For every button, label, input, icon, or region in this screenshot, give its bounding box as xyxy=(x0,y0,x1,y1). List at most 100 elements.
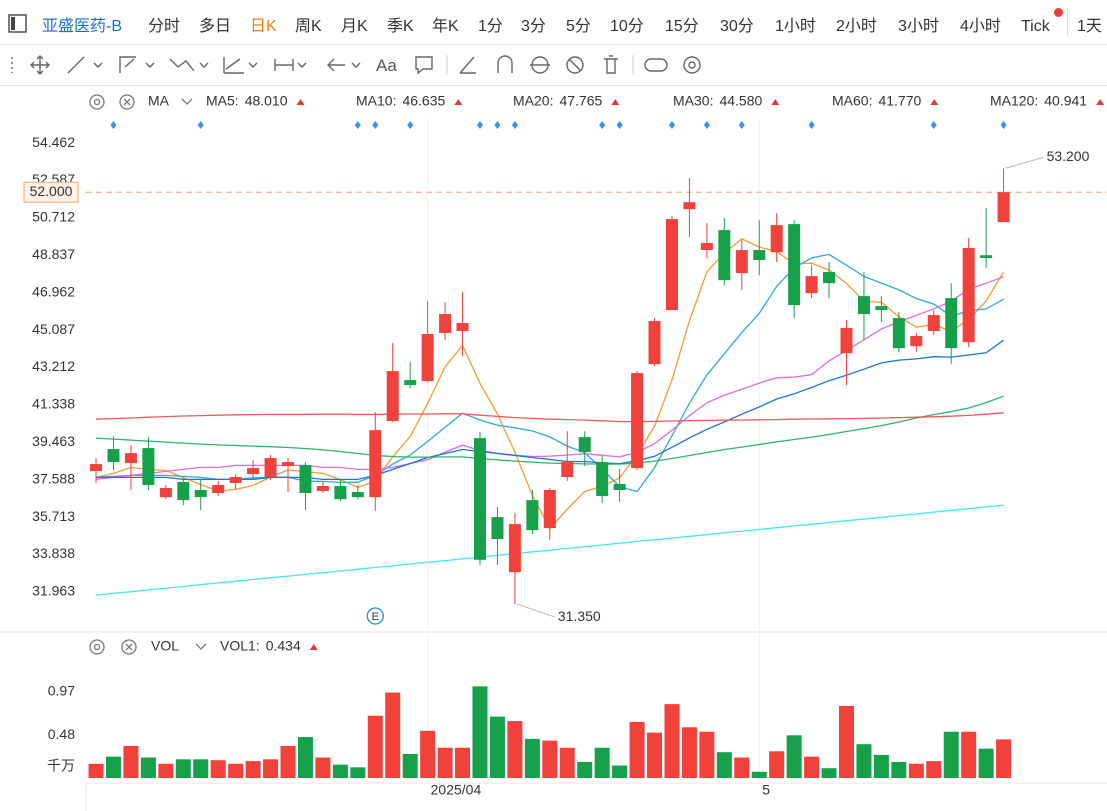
wave-tool[interactable] xyxy=(169,58,209,72)
signal-marker xyxy=(494,121,501,129)
settings-tool[interactable] xyxy=(683,56,701,74)
candle-body xyxy=(700,243,713,251)
layout-icon[interactable] xyxy=(8,14,28,34)
volume-bar xyxy=(751,771,767,778)
signal-marker xyxy=(930,121,937,129)
period-tab[interactable]: 10分 xyxy=(610,18,644,35)
volume-bar xyxy=(367,715,383,778)
period-tab[interactable]: 年K xyxy=(432,18,459,35)
close-icon[interactable] xyxy=(121,639,137,655)
indicator-label: MA xyxy=(148,93,170,109)
volume-bar xyxy=(891,761,907,778)
candle-body xyxy=(561,462,574,478)
signal-marker xyxy=(407,121,414,129)
period-tab[interactable]: 15分 xyxy=(665,18,699,35)
note-tool[interactable] xyxy=(415,56,433,75)
loop-tool[interactable] xyxy=(644,58,668,72)
period-tab[interactable]: 多日 xyxy=(199,18,232,35)
legend-value: 40.941 xyxy=(1044,93,1087,109)
volume-bar xyxy=(716,752,732,778)
volume-bar xyxy=(210,760,226,778)
volume-bar xyxy=(228,763,244,778)
period-tab[interactable]: 1小时 xyxy=(775,18,816,35)
volume-bar xyxy=(455,747,471,778)
volume-bar xyxy=(699,731,715,778)
period-tab[interactable]: 5分 xyxy=(566,18,591,35)
volume-bar xyxy=(856,744,872,778)
period-tab[interactable]: 日K xyxy=(250,18,277,35)
candle-body xyxy=(718,230,731,281)
period-tab[interactable]: 月K xyxy=(341,18,368,35)
ruler-tool[interactable] xyxy=(459,56,476,74)
volume-indicator-label: VOL xyxy=(151,638,179,654)
ma-line xyxy=(95,395,1004,465)
candle-body xyxy=(648,321,661,365)
volume-bar xyxy=(838,705,854,778)
candle-body xyxy=(264,458,277,478)
period-tab[interactable]: 3小时 xyxy=(898,18,939,35)
move-tool[interactable] xyxy=(30,55,50,75)
candle-body xyxy=(526,500,539,531)
period-tab[interactable]: Tick xyxy=(1021,18,1050,35)
legend-value: 44.580 xyxy=(719,93,762,109)
settings-tool-core xyxy=(688,61,696,69)
trend-arrow xyxy=(611,99,620,105)
dropdown-icon[interactable] xyxy=(195,643,207,650)
ma-line xyxy=(95,504,1004,596)
settings-icon-core xyxy=(93,98,101,106)
hide-tool[interactable] xyxy=(566,56,584,74)
period-tab[interactable]: 30分 xyxy=(720,18,754,35)
channel-tool[interactable] xyxy=(119,56,155,73)
measure-tool[interactable] xyxy=(274,59,307,71)
volume-bar xyxy=(193,759,209,778)
volume-bar xyxy=(594,747,610,778)
period-tab[interactable]: 分时 xyxy=(148,18,181,35)
period-tab[interactable]: 1分 xyxy=(478,18,503,35)
volume-bar xyxy=(908,763,924,778)
dropdown-icon[interactable] xyxy=(181,98,193,105)
period-tab[interactable]: 1天 xyxy=(1077,18,1102,35)
volume-bar xyxy=(542,740,558,778)
period-tab[interactable]: 季K xyxy=(387,18,414,35)
volume-bar xyxy=(88,763,104,778)
y-tick-label: 50.712 xyxy=(32,209,75,225)
arrow-tool[interactable] xyxy=(327,58,361,72)
y-tick-label: 54.462 xyxy=(32,134,75,150)
period-toolbar: 亚盛医药-B 分时 多日 日K 周K 月K 季K 年K 1分 3分 5分 10分 15分 30分 1小时 2… xyxy=(0,0,1107,45)
close-cross xyxy=(125,643,133,651)
text-tool[interactable]: Aa xyxy=(376,56,397,75)
candle-body xyxy=(997,192,1010,223)
candle-body xyxy=(788,224,801,306)
period-tab[interactable]: 2小时 xyxy=(836,18,877,35)
close-icon[interactable] xyxy=(119,94,135,110)
magnet-tool[interactable] xyxy=(497,55,513,73)
period-tab[interactable]: 周K xyxy=(295,18,322,35)
period-tab[interactable]: 3分 xyxy=(521,18,546,35)
current-price-label: 52.000 xyxy=(30,183,73,199)
candle-body xyxy=(159,487,172,498)
fib-tool[interactable] xyxy=(223,57,258,74)
legend-name: MA30: xyxy=(673,93,713,109)
candle-body xyxy=(875,306,888,311)
event-marker-label: E xyxy=(372,611,379,623)
line-tool[interactable] xyxy=(67,56,103,74)
signal-marker xyxy=(372,121,379,129)
annotation-leader xyxy=(516,603,556,618)
candle-body xyxy=(927,315,940,332)
annotation-label: 31.350 xyxy=(558,608,601,624)
volume-bar xyxy=(681,727,697,778)
settings-icon[interactable] xyxy=(89,639,105,655)
legend-value: 48.010 xyxy=(245,93,288,109)
icon-frame xyxy=(8,14,27,33)
trend-arrow xyxy=(771,99,780,105)
period-tab[interactable]: 4小时 xyxy=(960,18,1001,35)
settings-icon[interactable] xyxy=(89,94,105,110)
candle-body xyxy=(892,318,905,349)
candle-body xyxy=(980,255,993,259)
delete-tool[interactable] xyxy=(604,55,618,74)
trend-arrow xyxy=(309,644,318,650)
drawing-toolbar: Aa xyxy=(0,45,1107,86)
icon-bar xyxy=(11,17,15,30)
candle-body xyxy=(508,524,521,573)
symbol-name[interactable]: 亚盛医药-B xyxy=(42,18,123,35)
